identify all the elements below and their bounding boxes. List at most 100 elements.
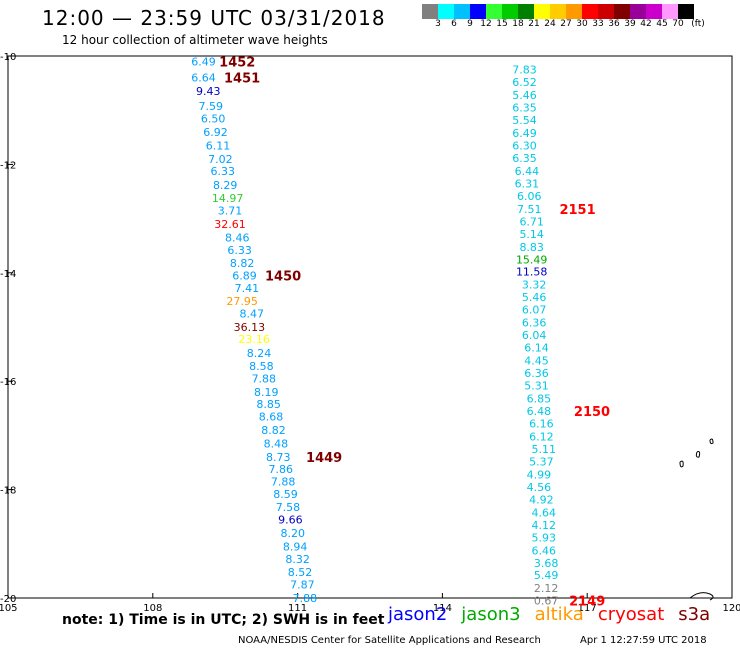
satellite-label: cryosat [597,604,665,625]
color-swatch [438,4,454,19]
pass-number-label: 2149 [569,595,605,610]
wave-height-value: 4.64 [532,506,557,519]
color-scale-label: 27 [560,19,572,29]
wave-height-value: 6.46 [532,544,557,557]
wave-height-value: 7.88 [293,592,318,605]
wave-height-value: 8.82 [230,257,255,270]
wave-height-value: 7.88 [271,475,296,488]
wave-height-value: 5.93 [532,531,557,544]
lat-tick-label: -20 [0,594,16,605]
wave-height-value: 6.52 [512,76,537,89]
wave-height-value: 5.49 [534,569,559,582]
island-outline [679,460,684,468]
satellite-label: jason2 [388,604,448,625]
color-swatch [678,4,694,19]
color-scale-label: 42 [640,19,652,29]
wave-height-value: 6.71 [519,215,544,228]
color-swatch [550,4,566,19]
wave-height-value: 32.61 [214,218,246,231]
lat-tick-label: -18 [0,486,16,497]
lon-tick-label: 114 [433,603,452,614]
wave-height-value: 6.48 [527,405,552,418]
pass-number-label: 2151 [559,203,595,218]
wave-height-value: 8.20 [281,527,306,540]
wave-height-value: 3.71 [218,204,243,217]
lon-tick-label: 117 [578,603,597,614]
color-swatch [454,4,470,19]
wave-height-value: 6.89 [232,270,257,283]
color-swatch [534,4,550,19]
wave-height-value: 6.92 [203,126,228,139]
wave-height-value: 4.45 [524,355,549,368]
color-swatch [646,4,662,19]
wave-height-value: 5.54 [512,114,537,127]
note-text: note: 1) Time is in UTC; 2) SWH is in fe… [62,612,385,628]
satellite-label: jason3 [461,604,521,625]
color-scale-label: 45 [656,19,668,29]
wave-height-value: 6.33 [227,244,252,257]
wave-height-value: 5.46 [522,291,547,304]
color-scale-label: 3 [435,19,441,29]
color-scale-label: 30 [576,19,588,29]
credit-text: NOAA/NESDIS Center for Satellite Applica… [238,635,541,646]
wave-height-value: 4.56 [527,481,552,494]
wave-height-value: 23.16 [238,333,270,346]
wave-height-value: 7.02 [208,153,233,166]
color-scale-label: 70 [672,19,684,29]
color-swatch [566,4,582,19]
pass-number-label: 2150 [574,405,610,420]
wave-height-value: 6.36 [522,317,547,330]
wave-height-value: 2.12 [534,582,559,595]
color-scale-legend: 3 6 9 12 15 18 21 24 27 30 33 36 39 42 45 70 (ft) [422,4,710,29]
wave-height-value: 6.07 [522,304,547,317]
lat-tick-label: -16 [0,377,16,388]
wave-height-value: 8.29 [213,179,238,192]
color-swatch [422,4,438,19]
color-scale-unit: (ft) [691,19,705,29]
wave-height-value: 8.73 [266,451,291,464]
lon-tick-label: 111 [288,603,307,614]
pass-number-label: 1449 [306,451,342,466]
wave-height-value: 8.24 [247,347,272,360]
wave-height-value: 6.16 [529,417,554,430]
wave-height-value: 8.48 [264,438,289,451]
wave-height-value: 6.49 [191,55,216,68]
wave-height-value: 5.14 [519,228,544,241]
lon-tick-label: 108 [143,603,162,614]
wave-height-value: 8.46 [225,232,250,245]
wave-height-value: 7.51 [517,203,542,216]
wave-height-value: 6.64 [191,72,216,85]
issued-time: Apr 1 12:27:59 UTC 2018 [580,635,707,646]
wave-height-value: 8.52 [288,566,313,579]
coastline [689,592,714,601]
lat-tick-label: -10 [0,52,16,63]
color-scale-label: 39 [624,19,636,29]
wave-height-value: 8.85 [256,398,281,411]
wave-height-value: 14.97 [212,192,244,205]
color-scale-swatches [422,4,710,19]
wave-height-value: 27.95 [226,295,258,308]
pass-number-label: 1450 [265,270,301,285]
color-scale-label: 33 [592,19,604,29]
wave-height-value: 5.11 [532,443,557,456]
wave-height-value: 9.43 [196,85,221,98]
wave-height-value: 3.32 [522,279,547,292]
wave-height-value: 11.58 [516,266,548,279]
color-scale-label: 9 [467,19,473,29]
wave-height-value: 6.85 [527,393,552,406]
wave-height-value: 6.14 [524,342,549,355]
wave-height-value: 0.67 [534,595,559,608]
wave-height-value: 6.49 [512,127,537,140]
color-swatch [630,4,646,19]
color-scale-label: 18 [512,19,524,29]
wave-height-value: 7.88 [252,372,277,385]
wave-height-value: 6.35 [512,101,537,114]
wave-height-value: 6.12 [529,430,554,443]
wave-height-value: 8.32 [285,553,310,566]
lon-tick-label: 105 [0,603,18,614]
color-scale-label: 36 [608,19,620,29]
wave-height-value: 6.11 [206,139,231,152]
color-scale-label: 12 [480,19,492,29]
wave-height-value: 6.04 [522,329,547,342]
color-scale-labels: 3 6 9 12 15 18 21 24 27 30 33 36 39 42 45 70 (ft) [430,19,710,29]
